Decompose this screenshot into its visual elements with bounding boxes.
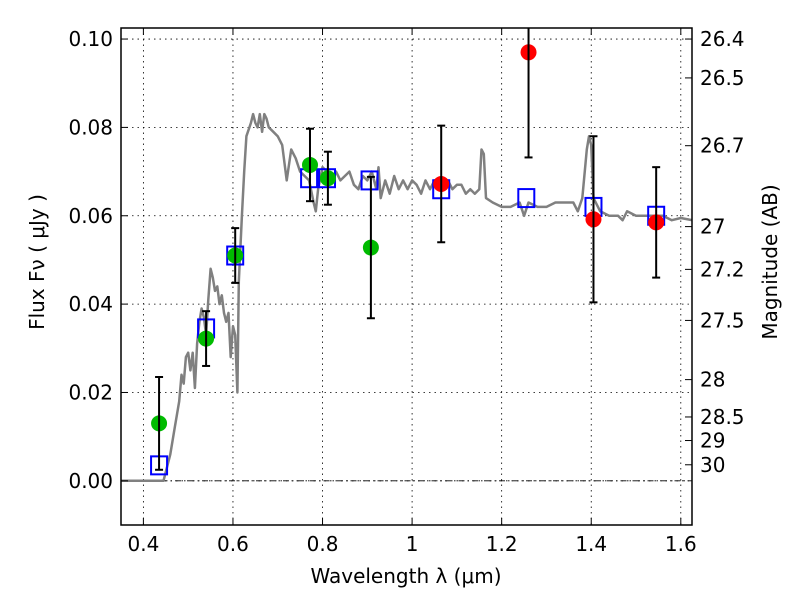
y2-tick-label: 27.5 xyxy=(700,308,745,332)
green-data-point xyxy=(227,227,244,284)
y2-tick-label: 26.5 xyxy=(700,66,745,90)
model-photometry-square xyxy=(517,188,536,209)
red-data-point xyxy=(648,166,665,279)
plot-area xyxy=(121,28,692,483)
x-tick-label: 0.4 xyxy=(127,532,159,556)
y2-axis-title: Magnitude (AB) xyxy=(758,184,782,339)
x-axis-title: Wavelength λ (μm) xyxy=(310,564,501,588)
y-tick-label: 0.04 xyxy=(68,292,113,316)
green-data-point xyxy=(151,376,168,471)
y-tick-label: 0.02 xyxy=(68,380,113,404)
sed-model-line xyxy=(121,112,692,483)
y2-tick-label: 28 xyxy=(700,368,725,392)
y2-tick-label: 27.2 xyxy=(700,257,745,281)
axes-frame xyxy=(120,27,693,526)
y2-tick-label: 27 xyxy=(700,215,725,239)
x-tick-label: 1.4 xyxy=(575,532,607,556)
x-tick-label: 1 xyxy=(406,532,419,556)
y-tick-label: 0.08 xyxy=(68,115,113,139)
y-tick-label: 0.06 xyxy=(68,204,113,228)
x-tick-label: 1.2 xyxy=(486,532,518,556)
red-data-point xyxy=(520,28,537,159)
ticks: 0.4 0.6 0.8 1 1.2 1.4 1.6 0.00 0.02 0.04 0.06 0.08 0… xyxy=(68,27,744,556)
x-tick-label: 1.6 xyxy=(665,532,697,556)
y-tick-label: 0.10 xyxy=(68,27,113,51)
x-tick-label: 0.8 xyxy=(307,532,339,556)
green-data-point xyxy=(301,127,318,203)
model-photometry-square xyxy=(360,170,379,191)
grid xyxy=(121,28,692,525)
green-data-point xyxy=(198,310,215,367)
red-data-point xyxy=(433,124,450,244)
y-axis-title: Flux Fν ( μJy ) xyxy=(25,194,49,330)
y2-tick-label: 30 xyxy=(700,453,725,477)
y2-tick-label: 26.7 xyxy=(700,134,745,158)
green-data-point xyxy=(362,175,379,320)
y-tick-label: 0.00 xyxy=(68,469,113,493)
green-data-point xyxy=(319,150,336,206)
x-tick-label: 0.6 xyxy=(217,532,249,556)
red-data-point xyxy=(585,135,602,304)
y2-tick-label: 29 xyxy=(700,429,725,453)
y2-tick-label: 26.4 xyxy=(700,27,745,51)
y2-tick-label: 28.5 xyxy=(700,405,745,429)
